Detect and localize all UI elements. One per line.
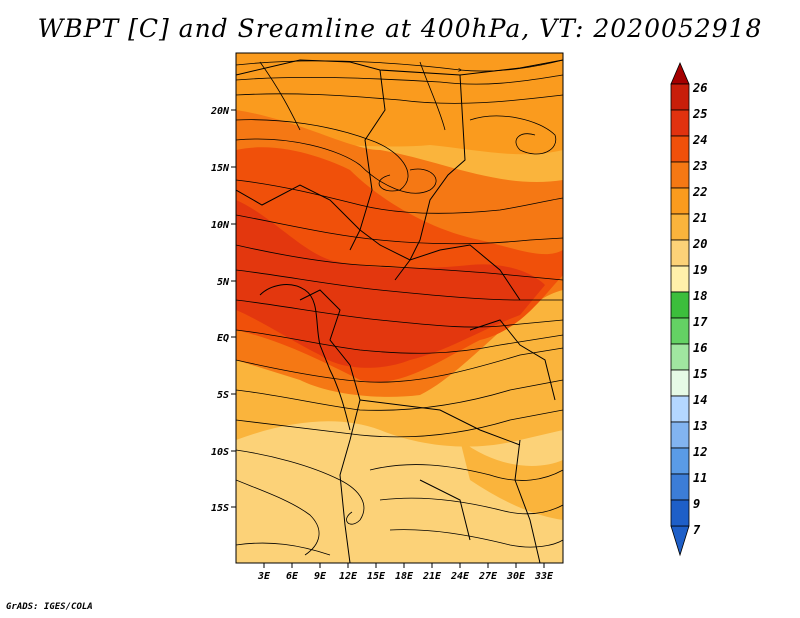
credit-text: GrADS: IGES/COLA: [6, 602, 93, 612]
lon-label: 27E: [478, 571, 498, 582]
colorbar-swatch: [670, 343, 690, 371]
colorbar-label: 15: [693, 367, 707, 381]
colorbar-swatch: [670, 265, 690, 293]
lat-label: 10N: [211, 220, 230, 231]
colorbar-label: 18: [693, 289, 707, 303]
colorbar-swatch: [670, 239, 690, 267]
lon-label: 6E: [286, 571, 299, 582]
colorbar-swatch: [670, 395, 690, 423]
country-borders: [236, 59, 563, 563]
lat-label: 15N: [211, 163, 230, 174]
colorbar-swatch: [670, 447, 690, 475]
colorbar-label: 14: [693, 393, 707, 407]
colorbar-label: 26: [692, 81, 707, 95]
lon-label: 15E: [367, 571, 386, 582]
colorbar-swatch: [670, 213, 690, 241]
colorbar-swatch: [670, 83, 690, 111]
colorbar-swatch: [670, 161, 690, 189]
colorbar-swatch: [670, 187, 690, 215]
lat-label: 20N: [210, 106, 230, 117]
colorbar-label: 12: [693, 445, 707, 459]
colorbar-label: 22: [692, 185, 707, 199]
lon-label: 12E: [339, 571, 358, 582]
lat-label: EQ: [217, 333, 229, 344]
lon-label: 21E: [422, 571, 442, 582]
colorbar-swatch: [670, 421, 690, 449]
colorbar-label: 21: [692, 211, 707, 225]
colorbar-label: 24: [692, 133, 707, 147]
colorbar-swatch: [670, 291, 690, 319]
colorbar-swatch: [670, 369, 690, 397]
colorbar: [670, 61, 690, 557]
colorbar-label: 16: [693, 341, 707, 355]
colorbar-swatch: [670, 109, 690, 137]
map-frame: [235, 52, 564, 564]
colorbar-label: 19: [693, 263, 707, 277]
lon-label: 9E: [314, 571, 327, 582]
colorbar-swatch: [670, 317, 690, 345]
colorbar-swatch: [670, 473, 690, 501]
plot-title: WBPT [C] and Sreamline at 400hPa, VT: 20…: [37, 14, 763, 43]
colorbar-swatch: [670, 135, 690, 163]
colorbar-label: 9: [693, 497, 700, 511]
colorbar-label: 7: [693, 523, 701, 537]
colorbar-label: 20: [692, 237, 707, 251]
streamlines: [236, 59, 563, 556]
lat-label: 5N: [217, 277, 230, 288]
colorbar-top-triangle: [670, 61, 690, 85]
colorbar-bottom-triangle: [670, 525, 690, 557]
lon-label: 30E: [506, 571, 526, 582]
wbpt-shading: [236, 53, 563, 563]
colorbar-label: 25: [692, 107, 707, 121]
lon-label: 24E: [450, 571, 470, 582]
lat-label: 5S: [217, 390, 229, 401]
colorbar-label: 17: [693, 315, 708, 329]
axis-ticks: [231, 109, 545, 568]
lon-label: 3E: [257, 571, 271, 582]
lat-label: 10S: [211, 447, 229, 458]
colorbar-label: 11: [693, 471, 707, 485]
colorbar-label: 13: [693, 419, 707, 433]
lon-label: 18E: [395, 571, 414, 582]
lat-label: 15S: [211, 503, 229, 514]
colorbar-label: 23: [692, 159, 707, 173]
colorbar-swatch: [670, 499, 690, 527]
lon-label: 33E: [534, 571, 554, 582]
